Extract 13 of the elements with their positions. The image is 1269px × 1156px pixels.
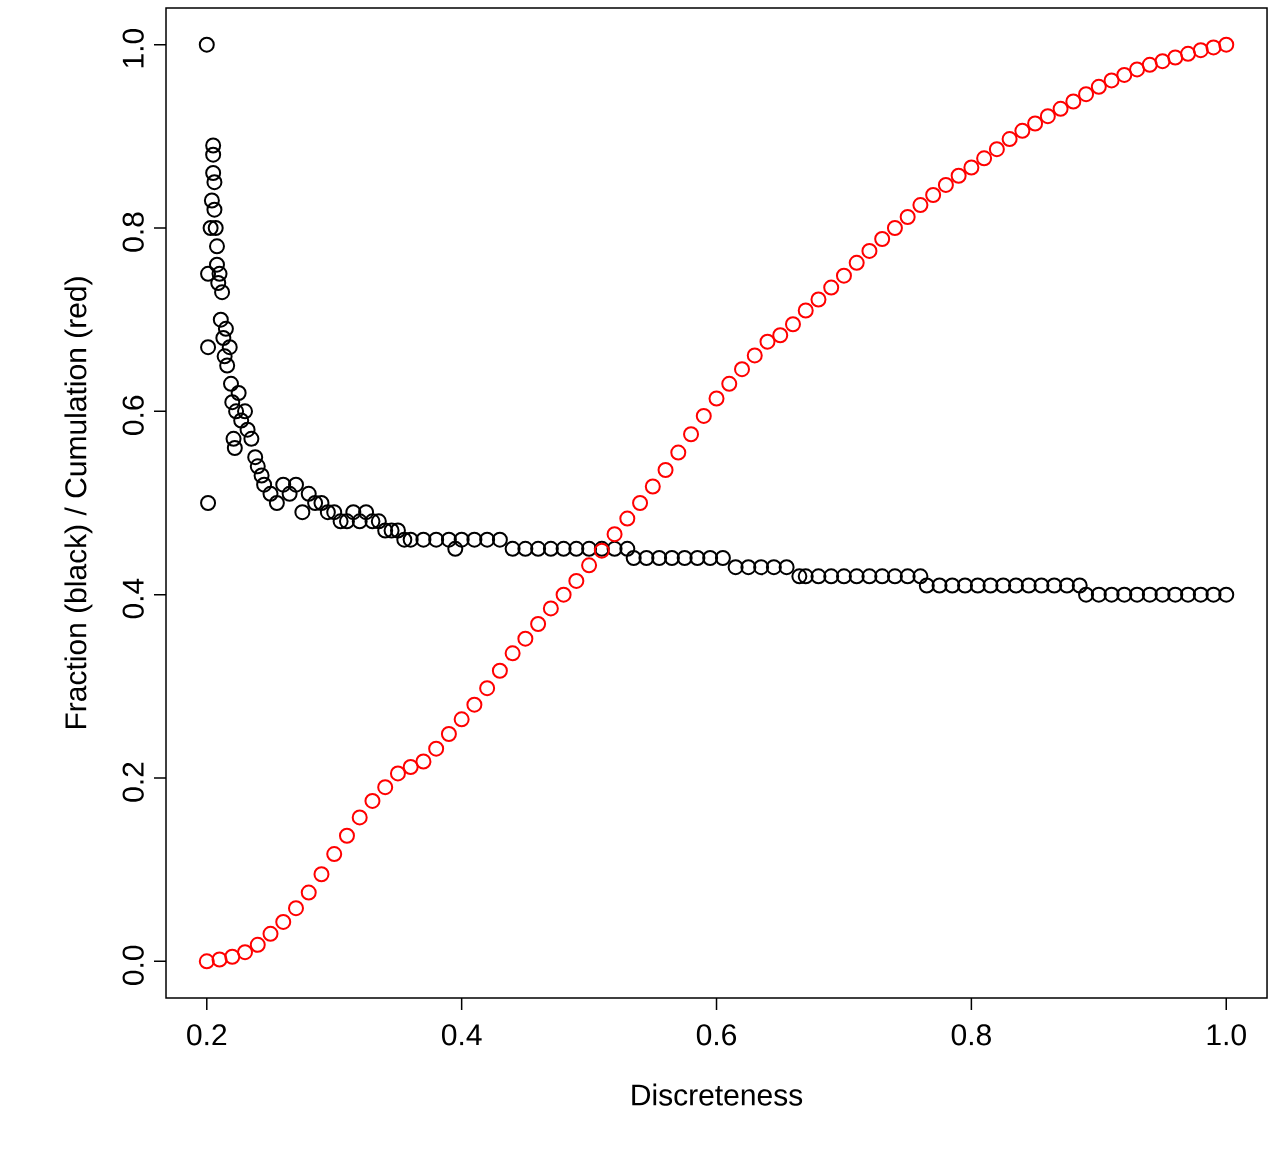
y-tick-label: 0.0 (122, 945, 144, 985)
y-tick-label: 0.2 (122, 762, 144, 802)
x-tick-label: 0.2 (187, 1024, 227, 1046)
x-tick-label: 0.6 (696, 1024, 737, 1046)
x-tick-label: 1.0 (1207, 1024, 1246, 1046)
x-tick-label: 0.4 (441, 1024, 482, 1046)
y-tick-label: 0.6 (122, 395, 144, 435)
y-tick-label: 0.4 (122, 578, 144, 619)
y-tick-label: 1.0 (122, 28, 144, 68)
y-tick-label: 0.8 (122, 212, 144, 252)
x-axis-title: Discreteness (632, 1083, 803, 1106)
x-tick-label: 0.8 (951, 1024, 991, 1046)
y-axis-title: Fraction (black) / Cumulation (red) (64, 277, 93, 729)
